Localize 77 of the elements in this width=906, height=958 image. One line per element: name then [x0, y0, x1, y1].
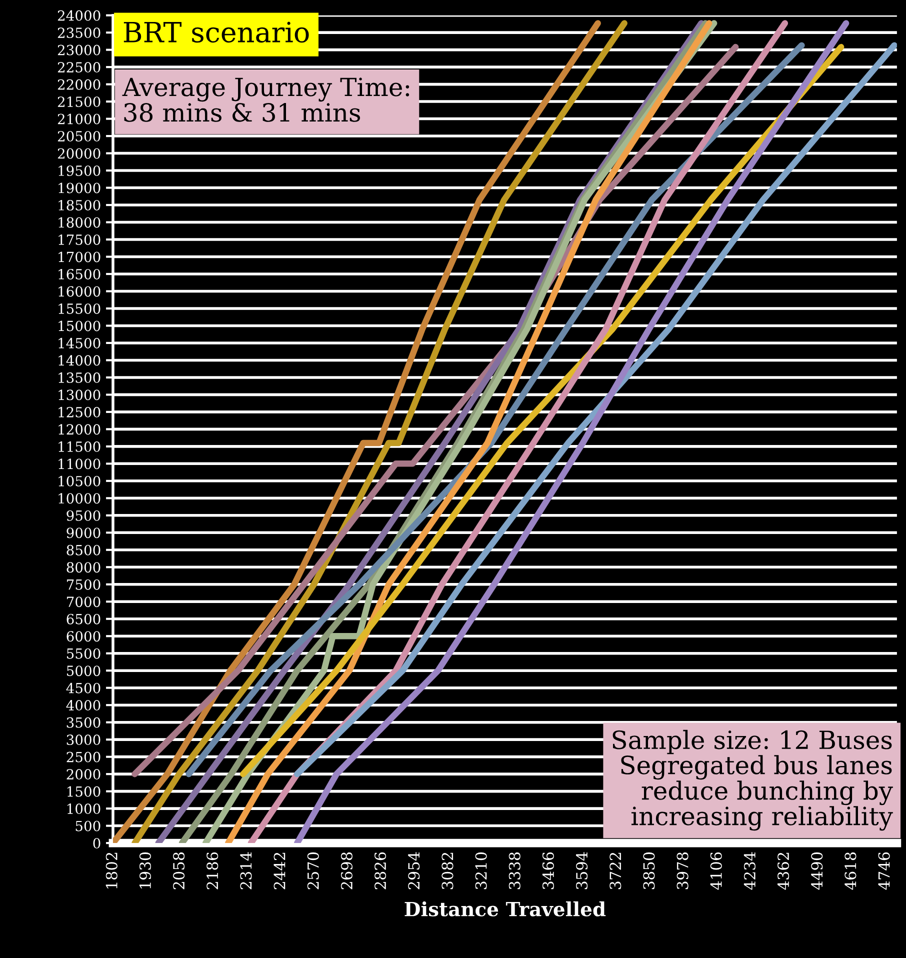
y-tick-label: 8500	[66, 544, 100, 556]
x-tick-label: 4746	[878, 852, 890, 890]
y-tick-label: 22500	[58, 62, 100, 73]
y-tick-label: 6500	[66, 614, 100, 624]
y-tick-label: 2500	[66, 752, 100, 762]
y-tick-label: 2000	[66, 769, 100, 780]
x-tick-label: 2698	[340, 852, 352, 890]
y-tick-label: 14500	[58, 338, 100, 348]
y-tick-label: 1000	[68, 804, 100, 814]
x-tick-label: 2186	[206, 852, 218, 890]
annotation: Sample size: 12 Buses Segregated bus lanes reduce bunching by increasing reliability	[612, 730, 893, 831]
annotation: Average Journey Time: 38 mins & 31 mins	[122, 78, 410, 122]
y-tick-label: 7500	[66, 579, 100, 590]
y-tick-label: 12500	[58, 406, 100, 418]
y-tick-label: 6000	[66, 631, 100, 642]
x-tick-label: 2826	[374, 852, 386, 890]
x-tick-label: 3082	[442, 852, 454, 890]
y-tick-label: 11000	[58, 458, 100, 470]
y-tick-label: 21500	[58, 96, 100, 108]
x-tick-label: 3210	[475, 852, 487, 890]
y-tick-label: 20500	[58, 131, 100, 142]
x-tick-label: 3978	[676, 852, 688, 890]
y-tick-label: 15000	[58, 320, 100, 332]
y-tick-label: 11500	[58, 441, 100, 452]
y-tick-label: 9000	[66, 528, 100, 538]
x-tick-label: 2954	[408, 852, 420, 890]
y-tick-label: 10000	[58, 493, 100, 504]
x-tick-label: 4234	[744, 852, 756, 890]
y-tick-label: 3500	[66, 717, 100, 728]
y-tick-label: 19500	[58, 165, 100, 176]
y-tick-label: 12000	[58, 424, 100, 435]
y-tick-label: 23500	[58, 28, 100, 38]
y-tick-label: 13500	[58, 372, 100, 383]
y-tick-label: 7000	[66, 596, 100, 608]
x-tick-label: 4362	[778, 852, 790, 890]
y-tick-label: 1500	[68, 786, 100, 797]
y-tick-label: 18000	[58, 217, 100, 228]
x-tick-label: 3850	[643, 852, 655, 890]
y-tick-label: 500	[76, 820, 100, 832]
y-tick-label: 17000	[58, 252, 100, 262]
x-tick-label: 4618	[844, 852, 856, 890]
y-tick-label: 14000	[58, 355, 100, 366]
y-tick-label: 9500	[66, 510, 100, 521]
x-tick-label: 4490	[811, 852, 823, 890]
y-tick-label: 16500	[58, 268, 100, 280]
y-tick-label: 23000	[58, 44, 100, 56]
x-tick-label: 1802	[106, 852, 118, 888]
x-tick-label: 2570	[307, 852, 319, 890]
y-tick-label: 0	[93, 838, 100, 849]
x-tick-label: 2058	[173, 852, 185, 890]
x-tick-label: 3466	[542, 852, 554, 890]
y-tick-label: 4500	[66, 682, 100, 694]
x-tick-label: 1930	[139, 852, 151, 888]
y-tick-label: 13000	[58, 390, 100, 400]
annotation: BRT scenario	[124, 22, 309, 43]
y-tick-label: 16000	[58, 286, 100, 297]
y-tick-label: 20000	[58, 148, 100, 159]
x-axis-title: Distance Travelled	[404, 901, 606, 916]
y-tick-label: 5500	[67, 648, 100, 659]
y-tick-label: 17500	[58, 234, 100, 245]
y-tick-label: 21000	[58, 114, 100, 124]
y-tick-label: 22000	[58, 79, 100, 90]
y-tick-label: 3000	[66, 734, 100, 746]
x-tick-label: 3594	[576, 852, 588, 890]
y-tick-label: 4000	[66, 700, 100, 711]
y-tick-label: 5000	[67, 666, 100, 676]
x-tick-label: 4106	[710, 852, 722, 890]
y-tick-label: 15500	[58, 303, 100, 314]
x-tick-label: 3722	[610, 852, 622, 890]
y-tick-label: 18500	[58, 200, 100, 210]
y-tick-label: 10500	[58, 476, 100, 486]
y-tick-label: 19000	[58, 182, 100, 194]
x-tick-label: 2442	[274, 852, 286, 890]
x-tick-label: 3338	[508, 852, 520, 890]
y-tick-label: 8000	[66, 562, 100, 573]
x-tick-label: 2314	[240, 852, 252, 890]
y-tick-label: 24000	[58, 10, 100, 21]
